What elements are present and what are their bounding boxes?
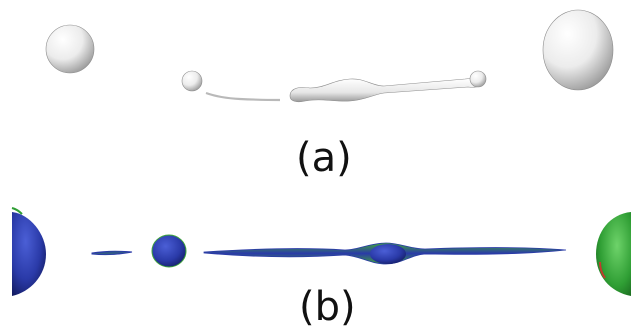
droplet-left-green-rim xyxy=(11,207,23,215)
panel-b xyxy=(11,207,631,296)
panel-a xyxy=(45,9,614,103)
droplet-left-large xyxy=(45,24,95,74)
filament-short-left xyxy=(91,250,133,256)
droplet-small-left xyxy=(181,70,203,92)
droplet-left-blue-partial xyxy=(12,212,46,296)
thread-main-gray xyxy=(289,78,481,103)
droplet-right-large xyxy=(542,9,614,91)
bulge-blue-center xyxy=(370,244,406,264)
droplet-blue-small xyxy=(151,234,187,268)
droplet-right-red-accent xyxy=(599,261,606,279)
droplet-right-green-partial xyxy=(596,212,631,296)
panel-a-label: (a) xyxy=(296,135,352,181)
droplet-small-right xyxy=(469,70,487,88)
panel-b-label: (b) xyxy=(299,284,356,330)
thin-ligament-left xyxy=(205,91,281,102)
